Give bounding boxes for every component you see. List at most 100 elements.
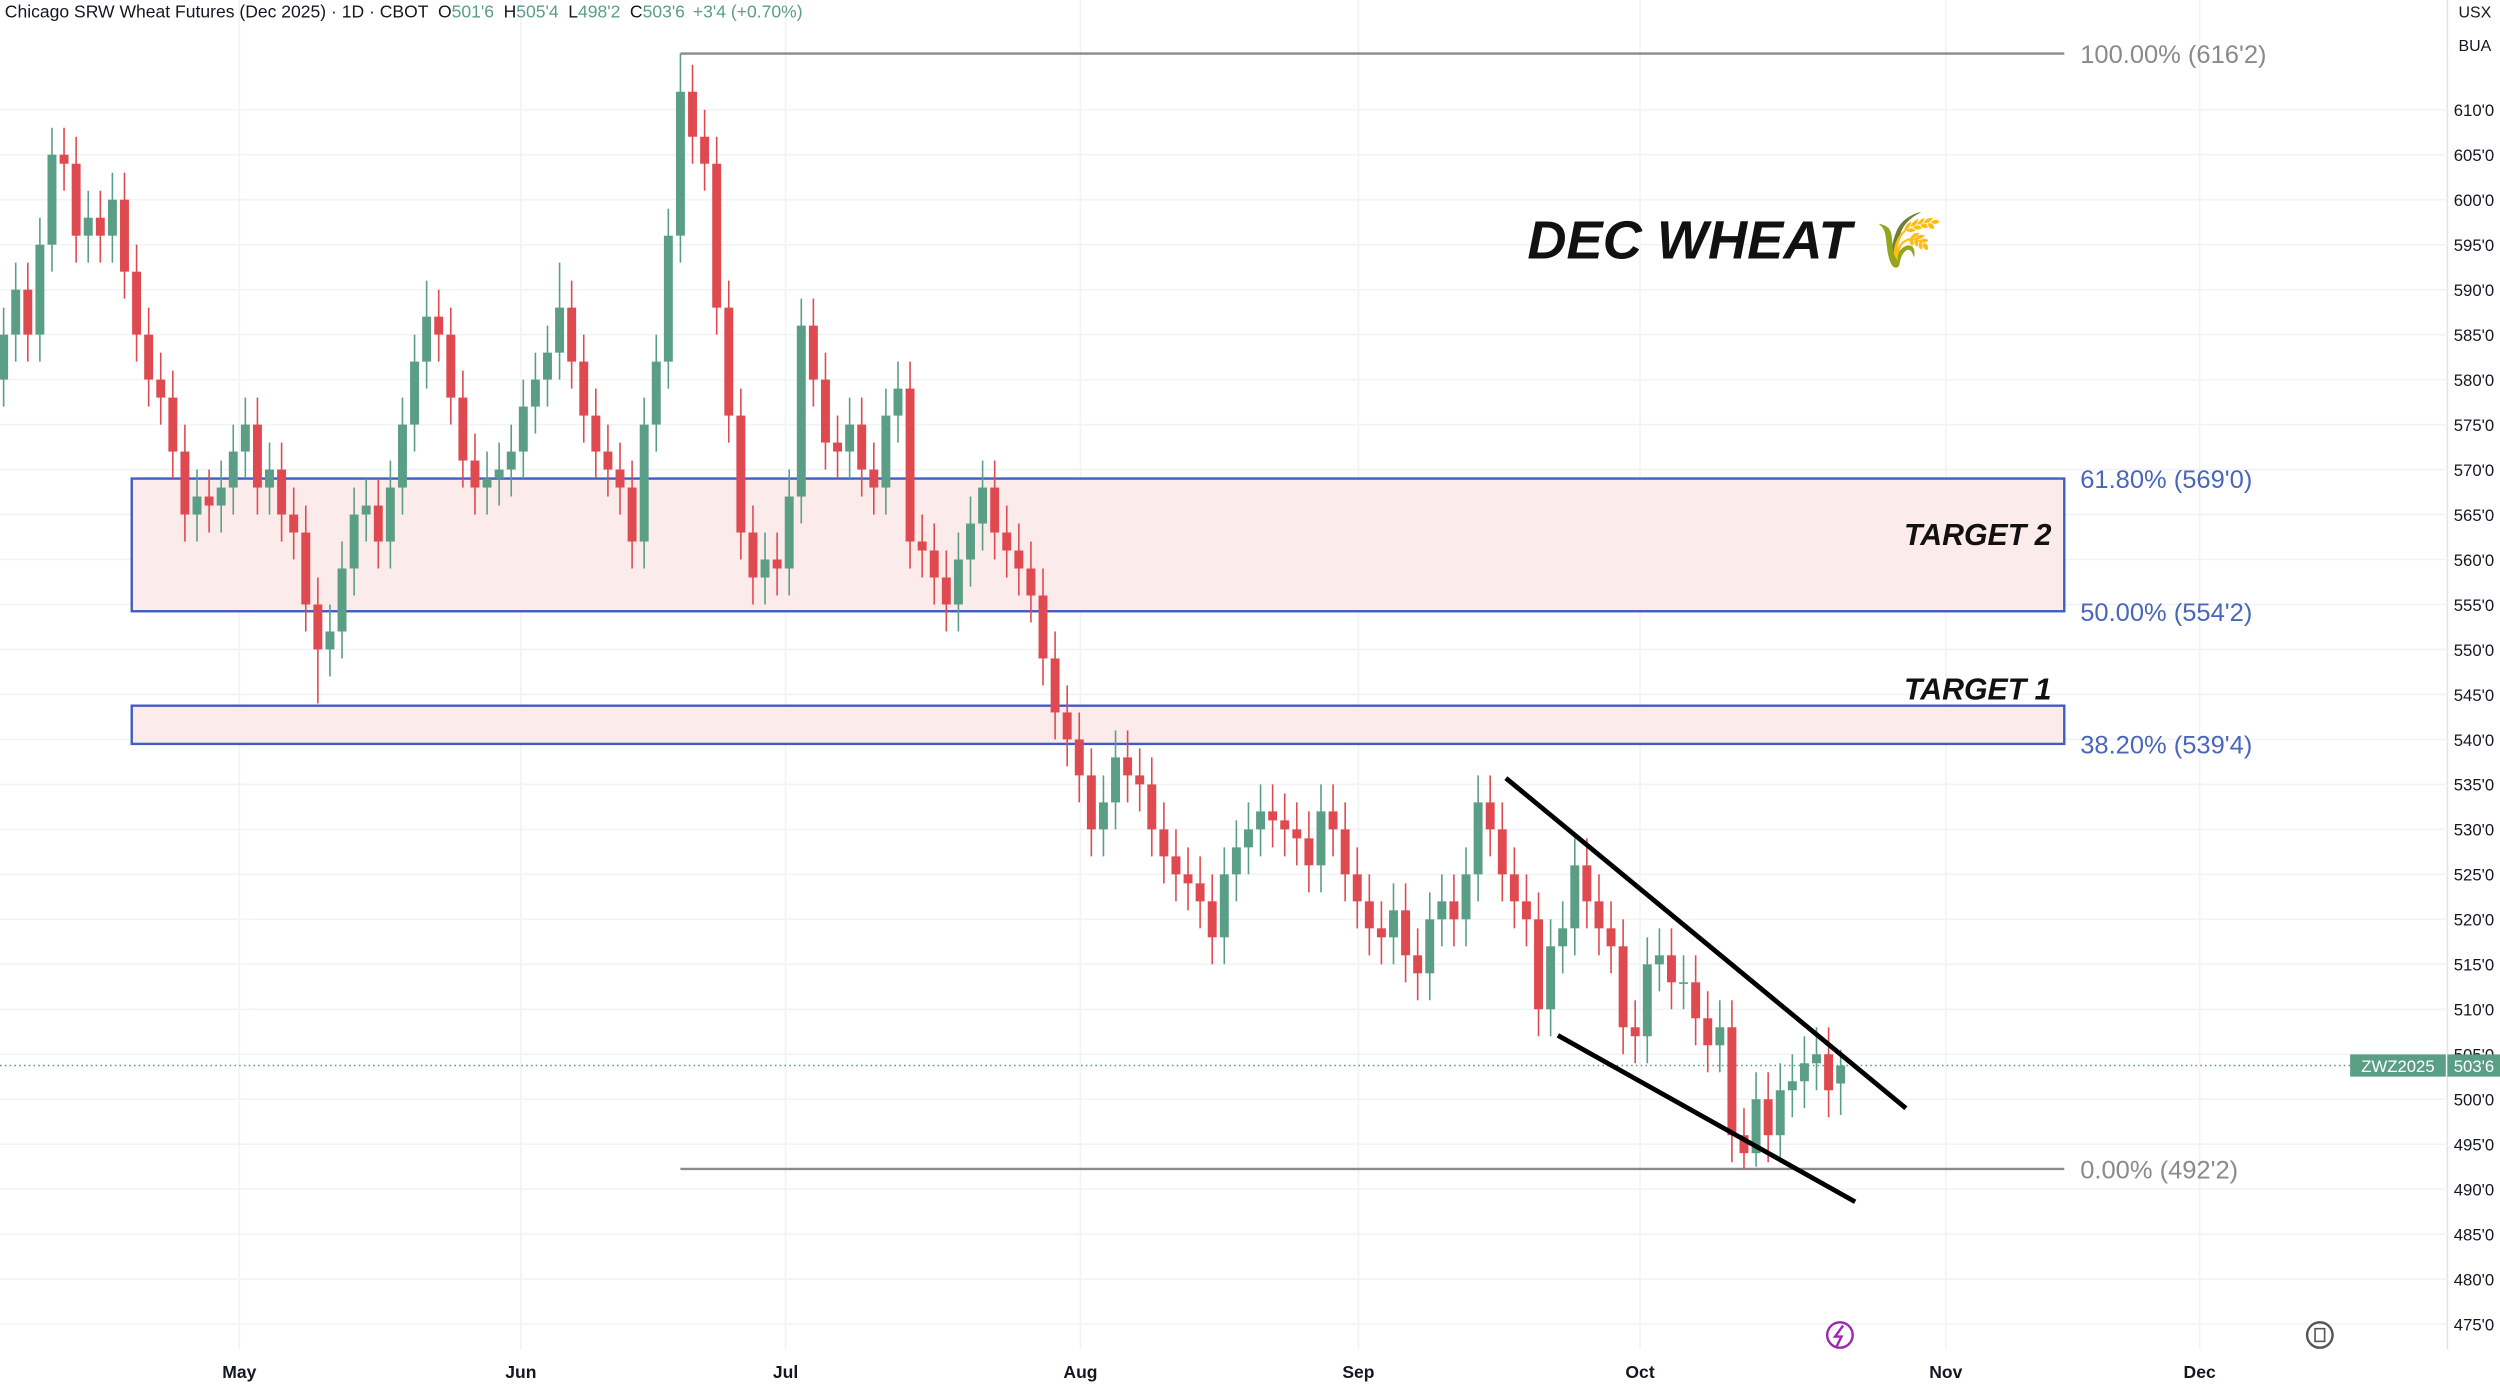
candle-body bbox=[228, 451, 238, 488]
candle-body bbox=[470, 460, 480, 488]
candle-body bbox=[990, 487, 1000, 533]
candle-body bbox=[1207, 901, 1217, 938]
candle-body bbox=[1582, 865, 1592, 902]
y-tick-label: 580'0 bbox=[2454, 371, 2494, 390]
fib-label: 61.80% (569'0) bbox=[2080, 466, 2252, 494]
header-part: 501'6 bbox=[452, 1, 494, 21]
icon-circle[interactable] bbox=[1825, 1321, 1854, 1349]
candle-body bbox=[1195, 883, 1205, 902]
candle-body bbox=[107, 199, 117, 236]
candle-body bbox=[1376, 928, 1386, 938]
y-tick-label: 590'0 bbox=[2454, 281, 2494, 300]
fib-label: 100.00% (616'2) bbox=[2080, 41, 2266, 69]
candle-body bbox=[591, 415, 601, 452]
candle-body bbox=[1594, 901, 1604, 929]
candle-body bbox=[1836, 1065, 1846, 1084]
y-tick-label: 585'0 bbox=[2454, 326, 2494, 345]
y-tick-label: 530'0 bbox=[2454, 821, 2494, 840]
candle-body bbox=[772, 559, 782, 569]
symbol-label: ZWZ2025 bbox=[2361, 1057, 2434, 1076]
candle-body bbox=[337, 568, 347, 632]
icon-circle[interactable] bbox=[2305, 1321, 2334, 1349]
candle-body bbox=[1570, 865, 1580, 929]
trendline bbox=[1556, 1033, 1857, 1204]
candle-body bbox=[639, 424, 649, 542]
candle-body bbox=[1703, 1018, 1713, 1046]
y-tick-label: 500'0 bbox=[2454, 1091, 2494, 1110]
candle-body bbox=[1751, 1099, 1761, 1154]
candle-body bbox=[978, 487, 988, 524]
candle-body bbox=[1244, 829, 1253, 848]
header-part: Chicago SRW Wheat Futures (Dec 2025) · 1… bbox=[5, 1, 429, 21]
header-part: C bbox=[630, 1, 643, 21]
candle-body bbox=[301, 532, 311, 605]
candle-body bbox=[808, 325, 818, 380]
y-tick-label: 545'0 bbox=[2454, 686, 2494, 705]
flash-icon[interactable] bbox=[1825, 1321, 1854, 1349]
candles bbox=[0, 53, 1846, 1169]
candle-body bbox=[1473, 802, 1483, 875]
candle-body bbox=[180, 451, 190, 515]
candle-body bbox=[1763, 1099, 1773, 1136]
y-tick-label: 475'0 bbox=[2454, 1316, 2494, 1335]
chart-title: DEC WHEAT 🌾 bbox=[1527, 211, 1943, 271]
candle-body bbox=[1304, 838, 1314, 866]
candle-body bbox=[1147, 784, 1157, 830]
candle-body bbox=[543, 352, 552, 380]
y-tick-label: 605'0 bbox=[2454, 146, 2494, 165]
candle-body bbox=[1485, 802, 1495, 830]
replay-icon[interactable] bbox=[2305, 1321, 2334, 1349]
candle-body bbox=[1437, 901, 1447, 920]
candle-body bbox=[71, 163, 81, 236]
candle-body bbox=[1159, 829, 1169, 857]
candle-body bbox=[651, 361, 661, 425]
header-part: +3'4 (+0.70%) bbox=[693, 1, 803, 21]
candle-body bbox=[59, 154, 69, 164]
candle-body bbox=[796, 325, 806, 497]
candle-body bbox=[869, 469, 879, 488]
candle-body bbox=[1183, 874, 1193, 884]
candle-body bbox=[277, 469, 287, 515]
candle-body bbox=[361, 505, 371, 515]
candle-body bbox=[1256, 811, 1266, 830]
price-label: 503'6 bbox=[2454, 1057, 2494, 1076]
candle-body bbox=[1667, 955, 1676, 983]
candle-body bbox=[204, 496, 214, 506]
y-tick-label: 610'0 bbox=[2454, 101, 2494, 120]
candle-body bbox=[736, 415, 746, 533]
candle-body bbox=[1413, 955, 1423, 974]
icon-bolt[interactable] bbox=[1832, 1324, 1845, 1347]
candle-body bbox=[1328, 811, 1338, 830]
candle-body bbox=[1630, 1027, 1640, 1037]
candle-body bbox=[1280, 820, 1290, 830]
candle-body bbox=[289, 514, 299, 533]
axes: 475'0480'0485'0490'0495'0500'0505'0510'0… bbox=[222, 101, 2500, 1382]
y-tick-label: 550'0 bbox=[2454, 641, 2494, 660]
candle-body bbox=[675, 91, 685, 236]
candle-body bbox=[1824, 1054, 1834, 1091]
candle-body bbox=[373, 505, 383, 542]
header-part: O bbox=[438, 1, 452, 21]
candle-body bbox=[1691, 982, 1701, 1019]
icon-glass[interactable] bbox=[2314, 1327, 2326, 1343]
candle-body bbox=[1111, 757, 1120, 803]
candle-body bbox=[1026, 568, 1036, 596]
candle-body bbox=[748, 532, 758, 578]
candle-body bbox=[252, 424, 262, 488]
x-tick-label: Sep bbox=[1342, 1362, 1374, 1382]
candle-body bbox=[1062, 712, 1072, 740]
candle-body bbox=[120, 199, 129, 272]
fib-label: 50.00% (554'2) bbox=[2080, 599, 2252, 627]
candle-body bbox=[240, 424, 250, 452]
y-tick-label: 495'0 bbox=[2454, 1136, 2494, 1155]
candle-body bbox=[168, 397, 178, 452]
candle-body bbox=[1340, 829, 1350, 875]
candle-body bbox=[216, 487, 226, 506]
candle-body bbox=[313, 604, 323, 650]
y-tick-label: 570'0 bbox=[2454, 461, 2494, 480]
y-tick-label: 490'0 bbox=[2454, 1181, 2494, 1200]
candle-body bbox=[506, 451, 516, 470]
candle-body bbox=[385, 487, 395, 542]
candle-body bbox=[905, 388, 915, 542]
